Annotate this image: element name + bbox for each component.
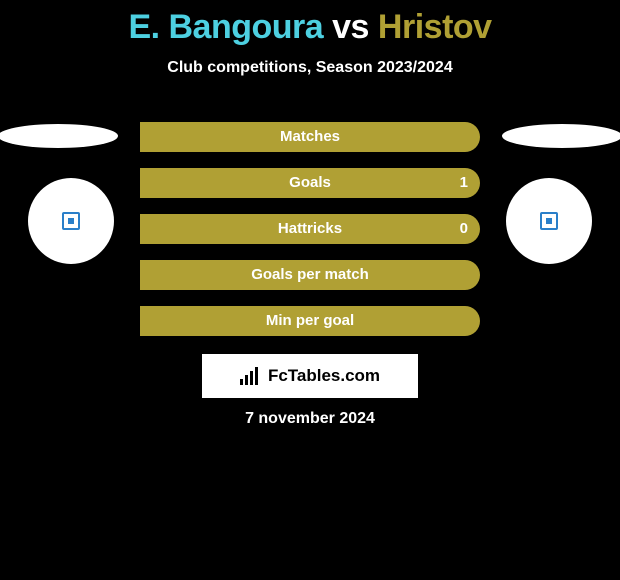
stat-label: Matches [140, 122, 480, 152]
stat-row-min-per-goal: Min per goal [140, 306, 480, 336]
stat-row-matches: Matches [140, 122, 480, 152]
stats-bars: Matches Goals 1 Hattricks 0 Goals per ma… [140, 122, 480, 352]
stat-row-goals-per-match: Goals per match [140, 260, 480, 290]
stat-label: Goals per match [140, 260, 480, 290]
crest-icon [62, 212, 80, 230]
player1-name: E. Bangoura [128, 8, 323, 46]
stat-row-goals: Goals 1 [140, 168, 480, 198]
chart-icon [240, 367, 262, 385]
stat-row-hattricks: Hattricks 0 [140, 214, 480, 244]
date-text: 7 november 2024 [0, 410, 620, 428]
player1-ellipse [0, 124, 118, 148]
stat-value-right: 0 [460, 214, 468, 244]
vs-text: vs [332, 8, 369, 46]
player2-club-badge [506, 178, 592, 264]
fctables-logo: FcTables.com [202, 354, 418, 398]
crest-icon [540, 212, 558, 230]
stat-value-right: 1 [460, 168, 468, 198]
player1-club-badge [28, 178, 114, 264]
player2-ellipse [502, 124, 620, 148]
logo-text: FcTables.com [268, 366, 380, 386]
stat-label: Hattricks [140, 214, 480, 244]
player2-name: Hristov [378, 8, 492, 46]
comparison-title: E. Bangoura vs Hristov [0, 0, 620, 47]
stat-label: Goals [140, 168, 480, 198]
stat-label: Min per goal [140, 306, 480, 336]
subtitle: Club competitions, Season 2023/2024 [0, 59, 620, 77]
